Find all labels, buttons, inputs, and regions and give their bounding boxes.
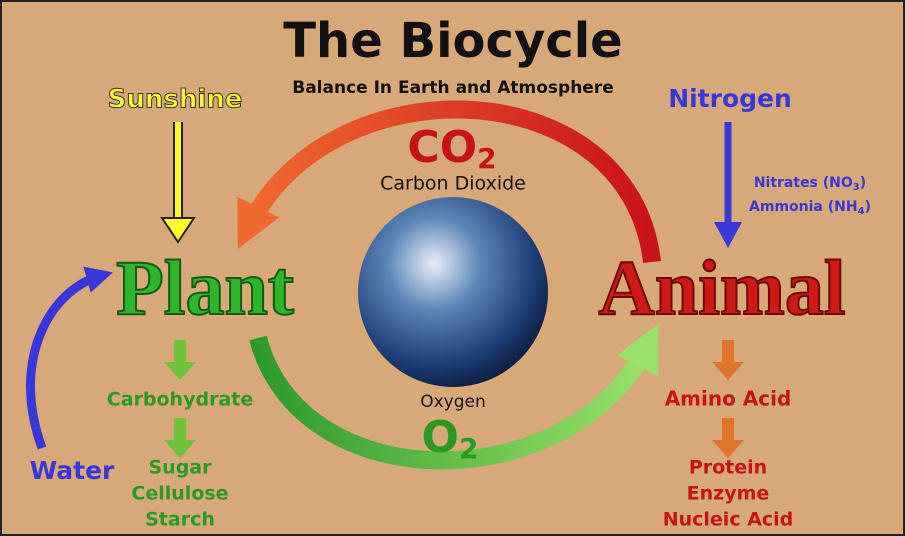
text: CO <box>407 122 477 173</box>
carbohydrate-label: Carbohydrate <box>107 389 253 411</box>
plant-label: Plant <box>116 244 294 331</box>
text: ) <box>865 199 871 215</box>
water-label: Water <box>30 456 115 485</box>
earth <box>358 197 548 387</box>
nitrates-label: Nitrates (NO3) <box>754 175 866 193</box>
protein-label: Protein <box>689 457 767 479</box>
subscript: 3 <box>853 182 860 193</box>
subtitle: Balance In Earth and Atmosphere <box>292 78 614 98</box>
sugar-label: Sugar <box>148 457 212 479</box>
title: The Biocycle <box>283 13 622 69</box>
biocycle-diagram: The Biocycle Balance In Earth and Atmosp… <box>0 0 905 536</box>
nitrogen-label: Nitrogen <box>668 84 792 113</box>
text: Nitrates (NO <box>754 175 853 191</box>
protein-label: Nucleic Acid <box>663 509 794 531</box>
text: ) <box>860 175 866 191</box>
oxygen-label: Oxygen <box>420 392 486 412</box>
sugar-label: Cellulose <box>131 483 228 505</box>
sugar-label: Starch <box>145 509 215 531</box>
text: Ammonia (NH <box>749 199 858 215</box>
text: O <box>422 412 459 463</box>
ammonia-label: Ammonia (NH4) <box>749 199 871 217</box>
sunshine-label: Sunshine <box>108 85 243 115</box>
animal-label: Animal <box>598 244 845 331</box>
subscript: 4 <box>858 206 865 217</box>
subscript: 2 <box>477 142 496 175</box>
subscript: 2 <box>459 432 478 465</box>
amino-acid-label: Amino Acid <box>665 387 792 411</box>
protein-label: Enzyme <box>687 483 770 505</box>
carbon-dioxide-label: Carbon Dioxide <box>380 173 526 195</box>
